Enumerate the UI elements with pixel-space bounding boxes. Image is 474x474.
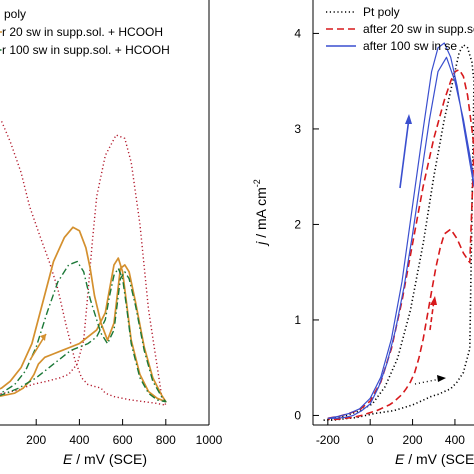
right-series-line-1 xyxy=(323,44,474,422)
left-series-line-2 xyxy=(0,226,167,403)
left-sweep-arrow-icon xyxy=(29,333,47,361)
right-series-line-3 xyxy=(327,42,474,419)
right-legend: Pt poly after 20 sw in supp.sol. + HCOOH a… xyxy=(326,5,474,53)
right-x-tick-label: -200 xyxy=(316,433,340,447)
left-plot-area xyxy=(0,120,167,406)
right-sweep-arrow-blue-icon xyxy=(399,114,412,189)
left-legend-entry-2: r 20 sw in supp.sol. + HCOOH xyxy=(2,25,163,39)
left-x-tick-label: 200 xyxy=(26,433,46,447)
left-series-line-3 xyxy=(0,260,167,403)
left-x-tick-label: 1000 xyxy=(196,433,223,447)
right-sweep-arrow-red-icon xyxy=(429,296,437,331)
left-legend-entry-3: r 100 sw in supp.sol. + HCOOH xyxy=(2,43,170,57)
left-x-tick-label: 600 xyxy=(113,433,133,447)
right-y-axis-label: j / mA cm-2 xyxy=(252,179,269,247)
right-x-tick-label: 0 xyxy=(367,433,374,447)
right-sweep-arrow-black-icon xyxy=(414,375,446,385)
right-y-tick-label: 3 xyxy=(294,122,301,136)
right-x-tick-label: 400 xyxy=(445,433,465,447)
right-legend-entry-1: Pt poly xyxy=(363,5,400,19)
right-chart-panel: -200 0 200 400 0 1 2 3 4 E / mV (SCE) j / mA cm-… xyxy=(252,0,474,467)
left-legend-entry-1: poly xyxy=(4,7,26,21)
left-x-tick-label: 800 xyxy=(156,433,176,447)
left-series-line-1 xyxy=(0,120,167,406)
right-plot-area xyxy=(323,42,474,422)
right-legend-entry-2: after 20 sw in supp.sol. + HCOOH xyxy=(363,22,474,36)
right-y-tick-label: 4 xyxy=(294,26,301,40)
left-x-axis-label: E / mV (SCE) xyxy=(63,451,147,467)
left-x-ticks: 02004006008001000 xyxy=(26,419,223,447)
right-x-axis-label: E / mV (SCE) xyxy=(395,451,474,467)
right-axis-ticks: -200 0 200 400 0 1 2 3 4 xyxy=(294,26,465,447)
right-legend-entry-3: after 100 sw in se xyxy=(363,39,457,53)
left-legend: poly r 20 sw in supp.sol. + HCOOH r 100 sw… xyxy=(0,7,170,57)
right-y-tick-label: 0 xyxy=(294,408,301,422)
left-x-tick-label: 400 xyxy=(69,433,89,447)
right-x-tick-label: 200 xyxy=(403,433,423,447)
right-y-tick-label: 2 xyxy=(294,217,301,231)
right-series-line-2 xyxy=(327,68,474,421)
right-y-tick-label: 1 xyxy=(294,313,301,327)
